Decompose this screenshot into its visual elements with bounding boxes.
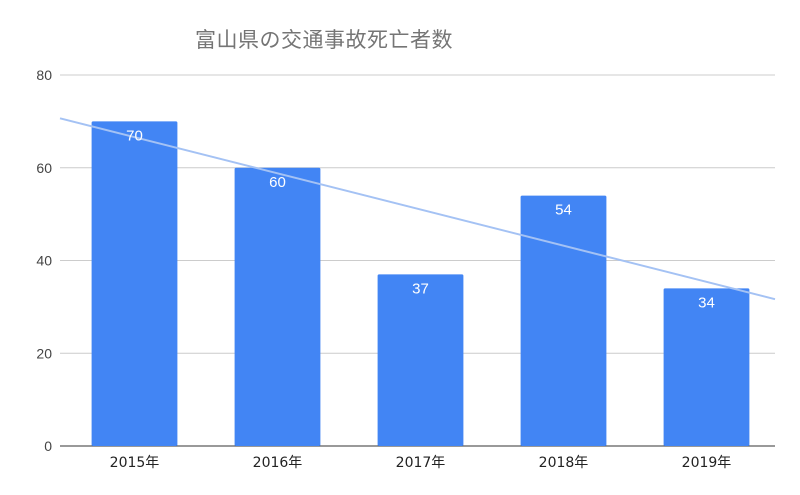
- bar-data-label: 54: [555, 202, 572, 219]
- x-category-label: 2016年: [253, 455, 303, 471]
- y-tick-label: 80: [36, 67, 52, 83]
- chart-title: 富山県の交通事故死亡者数: [195, 28, 453, 52]
- x-category-label: 2018年: [539, 455, 589, 471]
- bar: [663, 288, 750, 446]
- bar: [91, 121, 178, 446]
- bar-data-label: 60: [269, 174, 286, 191]
- y-tick-label: 0: [44, 438, 52, 454]
- y-tick-label: 60: [36, 160, 52, 176]
- y-tick-label: 20: [36, 345, 52, 361]
- bar: [520, 195, 607, 446]
- bar: [377, 274, 464, 446]
- x-category-label: 2017年: [396, 455, 446, 471]
- bar-data-label: 37: [412, 280, 429, 297]
- bar-data-label: 70: [126, 127, 143, 144]
- bar: [234, 167, 321, 446]
- x-category-label: 2019年: [682, 455, 732, 471]
- trendline: [59, 117, 776, 301]
- x-category-label: 2015年: [110, 455, 160, 471]
- bar-data-label: 34: [698, 294, 715, 311]
- y-tick-label: 40: [36, 253, 52, 269]
